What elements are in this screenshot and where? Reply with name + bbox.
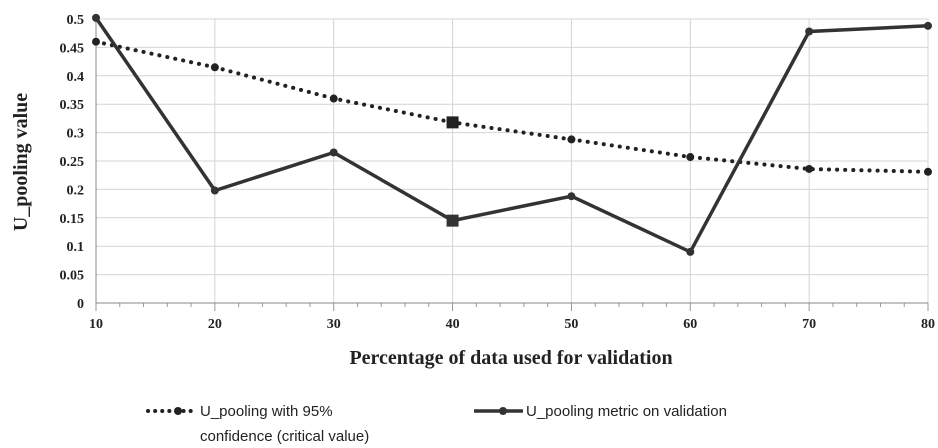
- data-point: [805, 27, 814, 36]
- y-tick-label: 0.15: [60, 212, 85, 227]
- y-tick-label: 0.35: [60, 98, 85, 113]
- x-axis-title: Percentage of data used for validation: [349, 347, 672, 369]
- data-point: [805, 164, 814, 173]
- x-tick-label: 70: [802, 317, 816, 332]
- x-tick-label: 80: [921, 317, 935, 332]
- y-tick-label: 0.2: [67, 183, 85, 198]
- data-point: [924, 167, 932, 176]
- legend-label-validation-metric: U_pooling metric on validation: [526, 403, 727, 420]
- series-validation-metric-line: [94, 16, 929, 255]
- y-tick-label: 0.45: [60, 41, 85, 56]
- legend-marker: [174, 407, 182, 415]
- legend: U_pooling with 95% confidence (critical v…: [146, 403, 727, 445]
- y-tick-label: 0.5: [67, 13, 85, 28]
- legend-marker: [499, 407, 507, 415]
- data-point: [567, 135, 576, 144]
- x-tick-labels: 10 20 30 40 50 60 70 80: [89, 317, 935, 332]
- data-point: [210, 186, 219, 195]
- y-tick-label: 0.05: [60, 269, 85, 284]
- x-tick-label: 40: [446, 317, 460, 332]
- series-layer: [92, 13, 932, 256]
- x-tick-label: 60: [683, 317, 697, 332]
- y-tick-label: 0.25: [60, 155, 85, 170]
- y-tick-label: 0.4: [67, 70, 85, 85]
- data-point: [686, 247, 695, 256]
- data-point: [329, 94, 338, 103]
- data-point: [329, 148, 338, 157]
- y-tick-label: 0.1: [67, 240, 85, 255]
- x-tick-label: 30: [327, 317, 341, 332]
- grid: [96, 18, 929, 303]
- series-critical-value-line: [94, 39, 930, 174]
- data-point: [567, 192, 576, 201]
- data-point: [92, 37, 100, 46]
- axes: [95, 19, 929, 311]
- data-point: [446, 214, 459, 227]
- legend-label-critical-value: U_pooling with 95%: [200, 403, 333, 420]
- data-point: [924, 21, 932, 30]
- data-point: [446, 116, 459, 129]
- legend-label-critical-value: confidence (critical value): [200, 428, 369, 445]
- y-tick-label: 0: [77, 297, 84, 312]
- data-point: [686, 153, 695, 162]
- data-point: [210, 63, 219, 72]
- x-tick-label: 20: [208, 317, 222, 332]
- x-tick-label: 50: [564, 317, 578, 332]
- y-axis-title: U_pooling value: [10, 93, 32, 231]
- data-point: [92, 13, 100, 22]
- y-tick-label: 0.3: [67, 127, 85, 142]
- y-tick-labels: 0 0.05 0.1 0.15 0.2 0.25 0.3 0.35 0.4 0.45 0.5: [60, 13, 85, 312]
- x-tick-label: 10: [89, 317, 103, 332]
